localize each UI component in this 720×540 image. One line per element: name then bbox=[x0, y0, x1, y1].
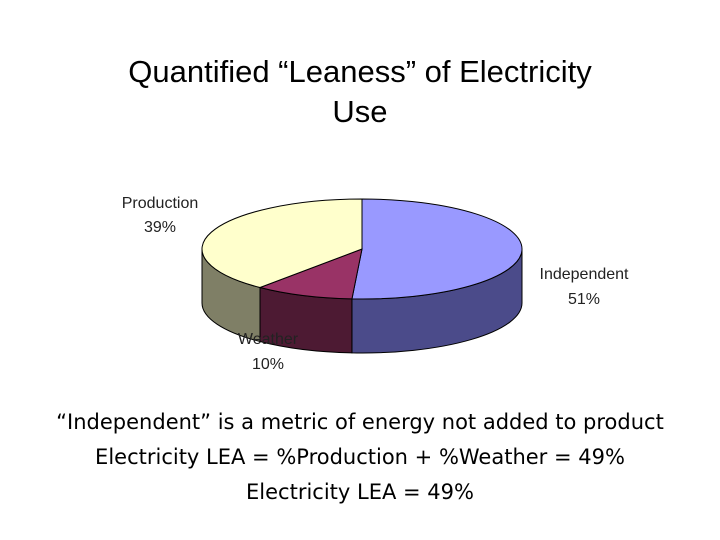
pie-sides bbox=[201, 248, 523, 354]
slice-label-production-pct: 39% bbox=[144, 219, 176, 236]
slice-label-weather: Weather 10% bbox=[238, 331, 299, 373]
slice-label-weather-pct: 10% bbox=[252, 356, 284, 373]
body-line-2: Electricity LEA = %Production + %Weather… bbox=[95, 445, 625, 469]
body-line-1: “Independent” is a metric of energy not … bbox=[56, 410, 664, 434]
pie-tops bbox=[201, 198, 523, 300]
pie-slice-independent bbox=[351, 198, 523, 300]
slice-label-weather-name: Weather bbox=[238, 331, 299, 348]
slide-title-line-1: Quantified “Leaness” of Electricity bbox=[128, 54, 592, 89]
slide-title: Quantified “Leaness” of Electricity Use bbox=[60, 52, 660, 132]
slide-title-line-2: Use bbox=[332, 94, 388, 129]
slice-label-independent-pct: 51% bbox=[568, 291, 600, 308]
slice-label-independent: Independent 51% bbox=[540, 266, 630, 308]
body-line-3: Electricity LEA = 49% bbox=[246, 480, 474, 504]
slice-label-independent-name: Independent bbox=[540, 266, 630, 283]
pie-slice-production bbox=[201, 198, 363, 289]
slide-body: “Independent” is a metric of energy not … bbox=[0, 405, 720, 510]
pie-slice-weather bbox=[258, 248, 363, 300]
slice-label-production-name: Production bbox=[122, 195, 199, 212]
slice-label-production: Production 39% bbox=[122, 195, 199, 236]
